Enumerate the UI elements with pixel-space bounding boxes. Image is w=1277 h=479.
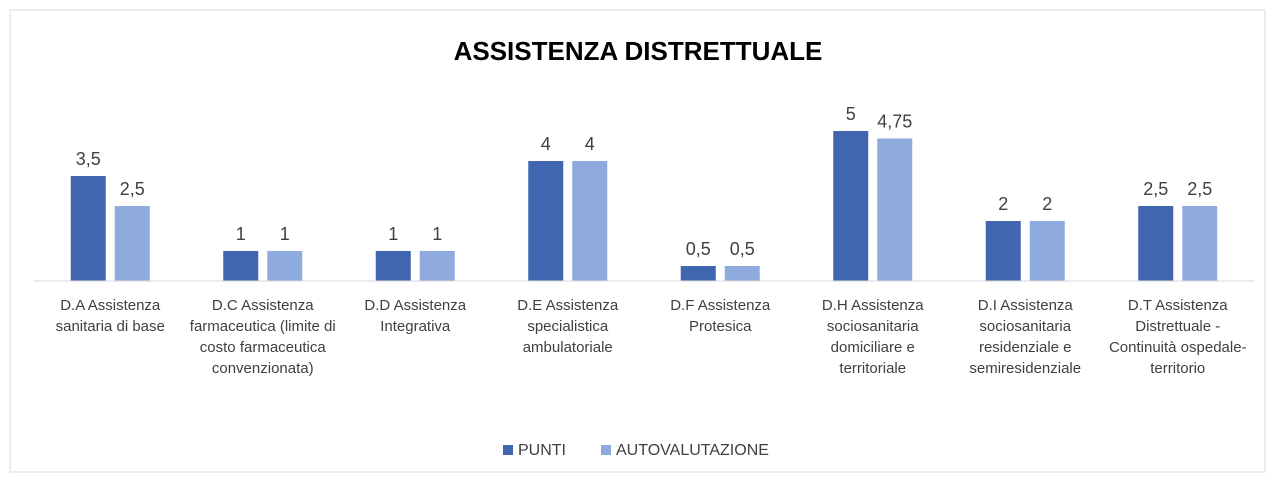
data-label: 2,5 (1143, 179, 1168, 199)
chart-title: ASSISTENZA DISTRETTUALE (454, 36, 823, 66)
legend-swatch (601, 445, 611, 455)
x-tick-label: D.C Assistenza farmaceutica (limite di c… (189, 297, 336, 377)
x-tick-label: D.A Assistenza sanitaria di base (55, 297, 165, 335)
bar (223, 251, 259, 281)
data-label: 0,5 (730, 239, 755, 259)
x-tick-label: D.H Assistenza sociosanitaria domiciliar… (821, 297, 924, 377)
bar (528, 161, 564, 281)
bar (572, 161, 608, 281)
bar (724, 266, 760, 281)
bar (1029, 221, 1065, 281)
bar (114, 206, 150, 281)
bar (1182, 206, 1218, 281)
x-tick-label: D.I Assistenza sociosanitaria residenzia… (969, 297, 1082, 377)
data-label: 4,75 (877, 111, 912, 131)
legend-swatch (503, 445, 513, 455)
bar (1138, 206, 1174, 281)
x-tick-label: D.D Assistenza Integrativa (364, 297, 467, 335)
data-label: 0,5 (686, 239, 711, 259)
data-label: 2,5 (120, 179, 145, 199)
x-tick-label: D.F Assistenza Protesica (670, 297, 771, 335)
bar (680, 266, 716, 281)
bar (833, 131, 869, 281)
bar (877, 138, 913, 281)
data-label: 2,5 (1187, 179, 1212, 199)
bar (267, 251, 303, 281)
data-label: 1 (432, 224, 442, 244)
x-tick-label: D.E Assistenza specialistica ambulatoria… (517, 297, 619, 356)
chart-frame (9, 9, 1266, 473)
data-label: 1 (236, 224, 246, 244)
data-label: 1 (280, 224, 290, 244)
bar (375, 251, 411, 281)
bar (419, 251, 455, 281)
bar (70, 176, 106, 281)
bar (985, 221, 1021, 281)
legend-label: AUTOVALUTAZIONE (616, 442, 769, 459)
data-label: 2 (1042, 194, 1052, 214)
data-label: 4 (585, 134, 595, 154)
legend-label: PUNTI (518, 442, 566, 459)
data-label: 4 (541, 134, 551, 154)
x-tick-label: D.T Assistenza Distrettuale - Continuità… (1108, 297, 1247, 377)
data-label: 3,5 (76, 149, 101, 169)
data-label: 5 (846, 104, 856, 124)
data-label: 1 (388, 224, 398, 244)
data-label: 2 (998, 194, 1008, 214)
